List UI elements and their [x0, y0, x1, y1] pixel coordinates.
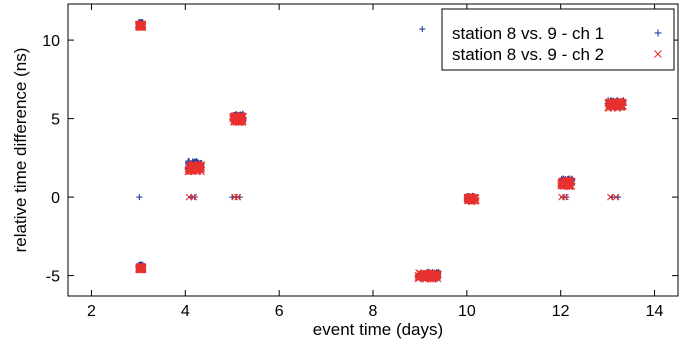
- series-2-point: [426, 269, 433, 277]
- series-2-point: [433, 270, 441, 278]
- series-1-point: [419, 26, 426, 33]
- y-tick-label: 0: [51, 190, 60, 207]
- series-2-point: [564, 179, 571, 186]
- series-2-markers: [135, 20, 628, 283]
- axis-ticks: [68, 4, 678, 296]
- series-2-point: [187, 168, 195, 175]
- series-1-point: [136, 194, 143, 201]
- series-2-point: [135, 22, 142, 30]
- x-tick-label: 8: [369, 303, 378, 320]
- y-tick-label: 5: [51, 112, 60, 129]
- series-2-point: [609, 104, 617, 112]
- legend: station 8 vs. 9 - ch 1 station 8 vs. 9 -…: [441, 8, 675, 71]
- series-2-point: [464, 194, 472, 201]
- series-2-point: [237, 113, 245, 121]
- x-tick-label: 4: [181, 303, 190, 320]
- x-tick-label: 14: [646, 303, 664, 320]
- legend-label-series-2: station 8 vs. 9 - ch 2: [452, 45, 604, 64]
- series-2-point: [230, 116, 238, 124]
- series-2-point: [558, 178, 566, 186]
- x-tick-label: 6: [275, 303, 284, 320]
- plot-frame: [67, 3, 679, 297]
- x-axis-title: event time (days): [313, 320, 443, 339]
- series-1-point: [191, 194, 198, 201]
- y-tick-label: -5: [46, 269, 60, 286]
- legend-label-series-1: station 8 vs. 9 - ch 1: [452, 24, 604, 43]
- series-2-point: [188, 162, 196, 169]
- series-2-point: [471, 194, 479, 202]
- series-2-point: [135, 20, 143, 28]
- y-tick-label: 10: [42, 33, 60, 50]
- series-2-point: [607, 193, 614, 201]
- series-2-point: [138, 263, 146, 271]
- y-axis-title: relative time difference (ns): [11, 48, 30, 253]
- series-2-point: [428, 270, 435, 277]
- axis-tick-labels: 2 4 6 8 10 12 14 -5 0 5 10: [42, 33, 663, 320]
- series-2-point: [190, 193, 198, 201]
- series-2-point: [234, 193, 242, 201]
- series-2-point: [619, 102, 626, 110]
- legend-box: [441, 8, 675, 71]
- x-tick-label: 10: [458, 303, 476, 320]
- x-tick-label: 2: [87, 303, 96, 320]
- series-2-point: [608, 101, 615, 109]
- series-2-point: [198, 161, 205, 168]
- legend-marker-series-1: [654, 29, 662, 37]
- series-2-point: [186, 167, 193, 175]
- series-2-point: [418, 271, 426, 279]
- x-tick-label: 12: [552, 303, 570, 320]
- data-markers: [135, 19, 628, 283]
- series-2-point: [239, 113, 247, 120]
- series-1-point: [563, 194, 570, 201]
- series-2-point: [136, 263, 144, 270]
- series-2-point: [612, 193, 620, 201]
- series-2-point: [561, 193, 569, 201]
- series-2-point: [617, 102, 624, 110]
- legend-marker-series-2: [654, 50, 662, 58]
